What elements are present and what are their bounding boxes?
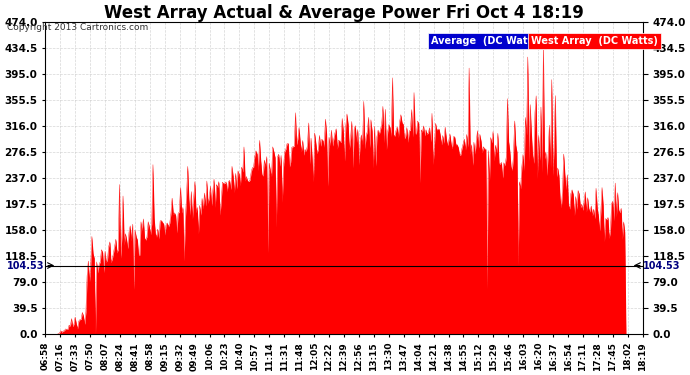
Text: Copyright 2013 Cartronics.com: Copyright 2013 Cartronics.com	[7, 22, 148, 32]
Text: West Array  (DC Watts): West Array (DC Watts)	[531, 36, 658, 46]
Text: Average  (DC Watts): Average (DC Watts)	[431, 36, 542, 46]
Text: 104.53: 104.53	[643, 261, 681, 270]
Text: 104.53: 104.53	[7, 261, 45, 270]
Title: West Array Actual & Average Power Fri Oct 4 18:19: West Array Actual & Average Power Fri Oc…	[104, 4, 584, 22]
